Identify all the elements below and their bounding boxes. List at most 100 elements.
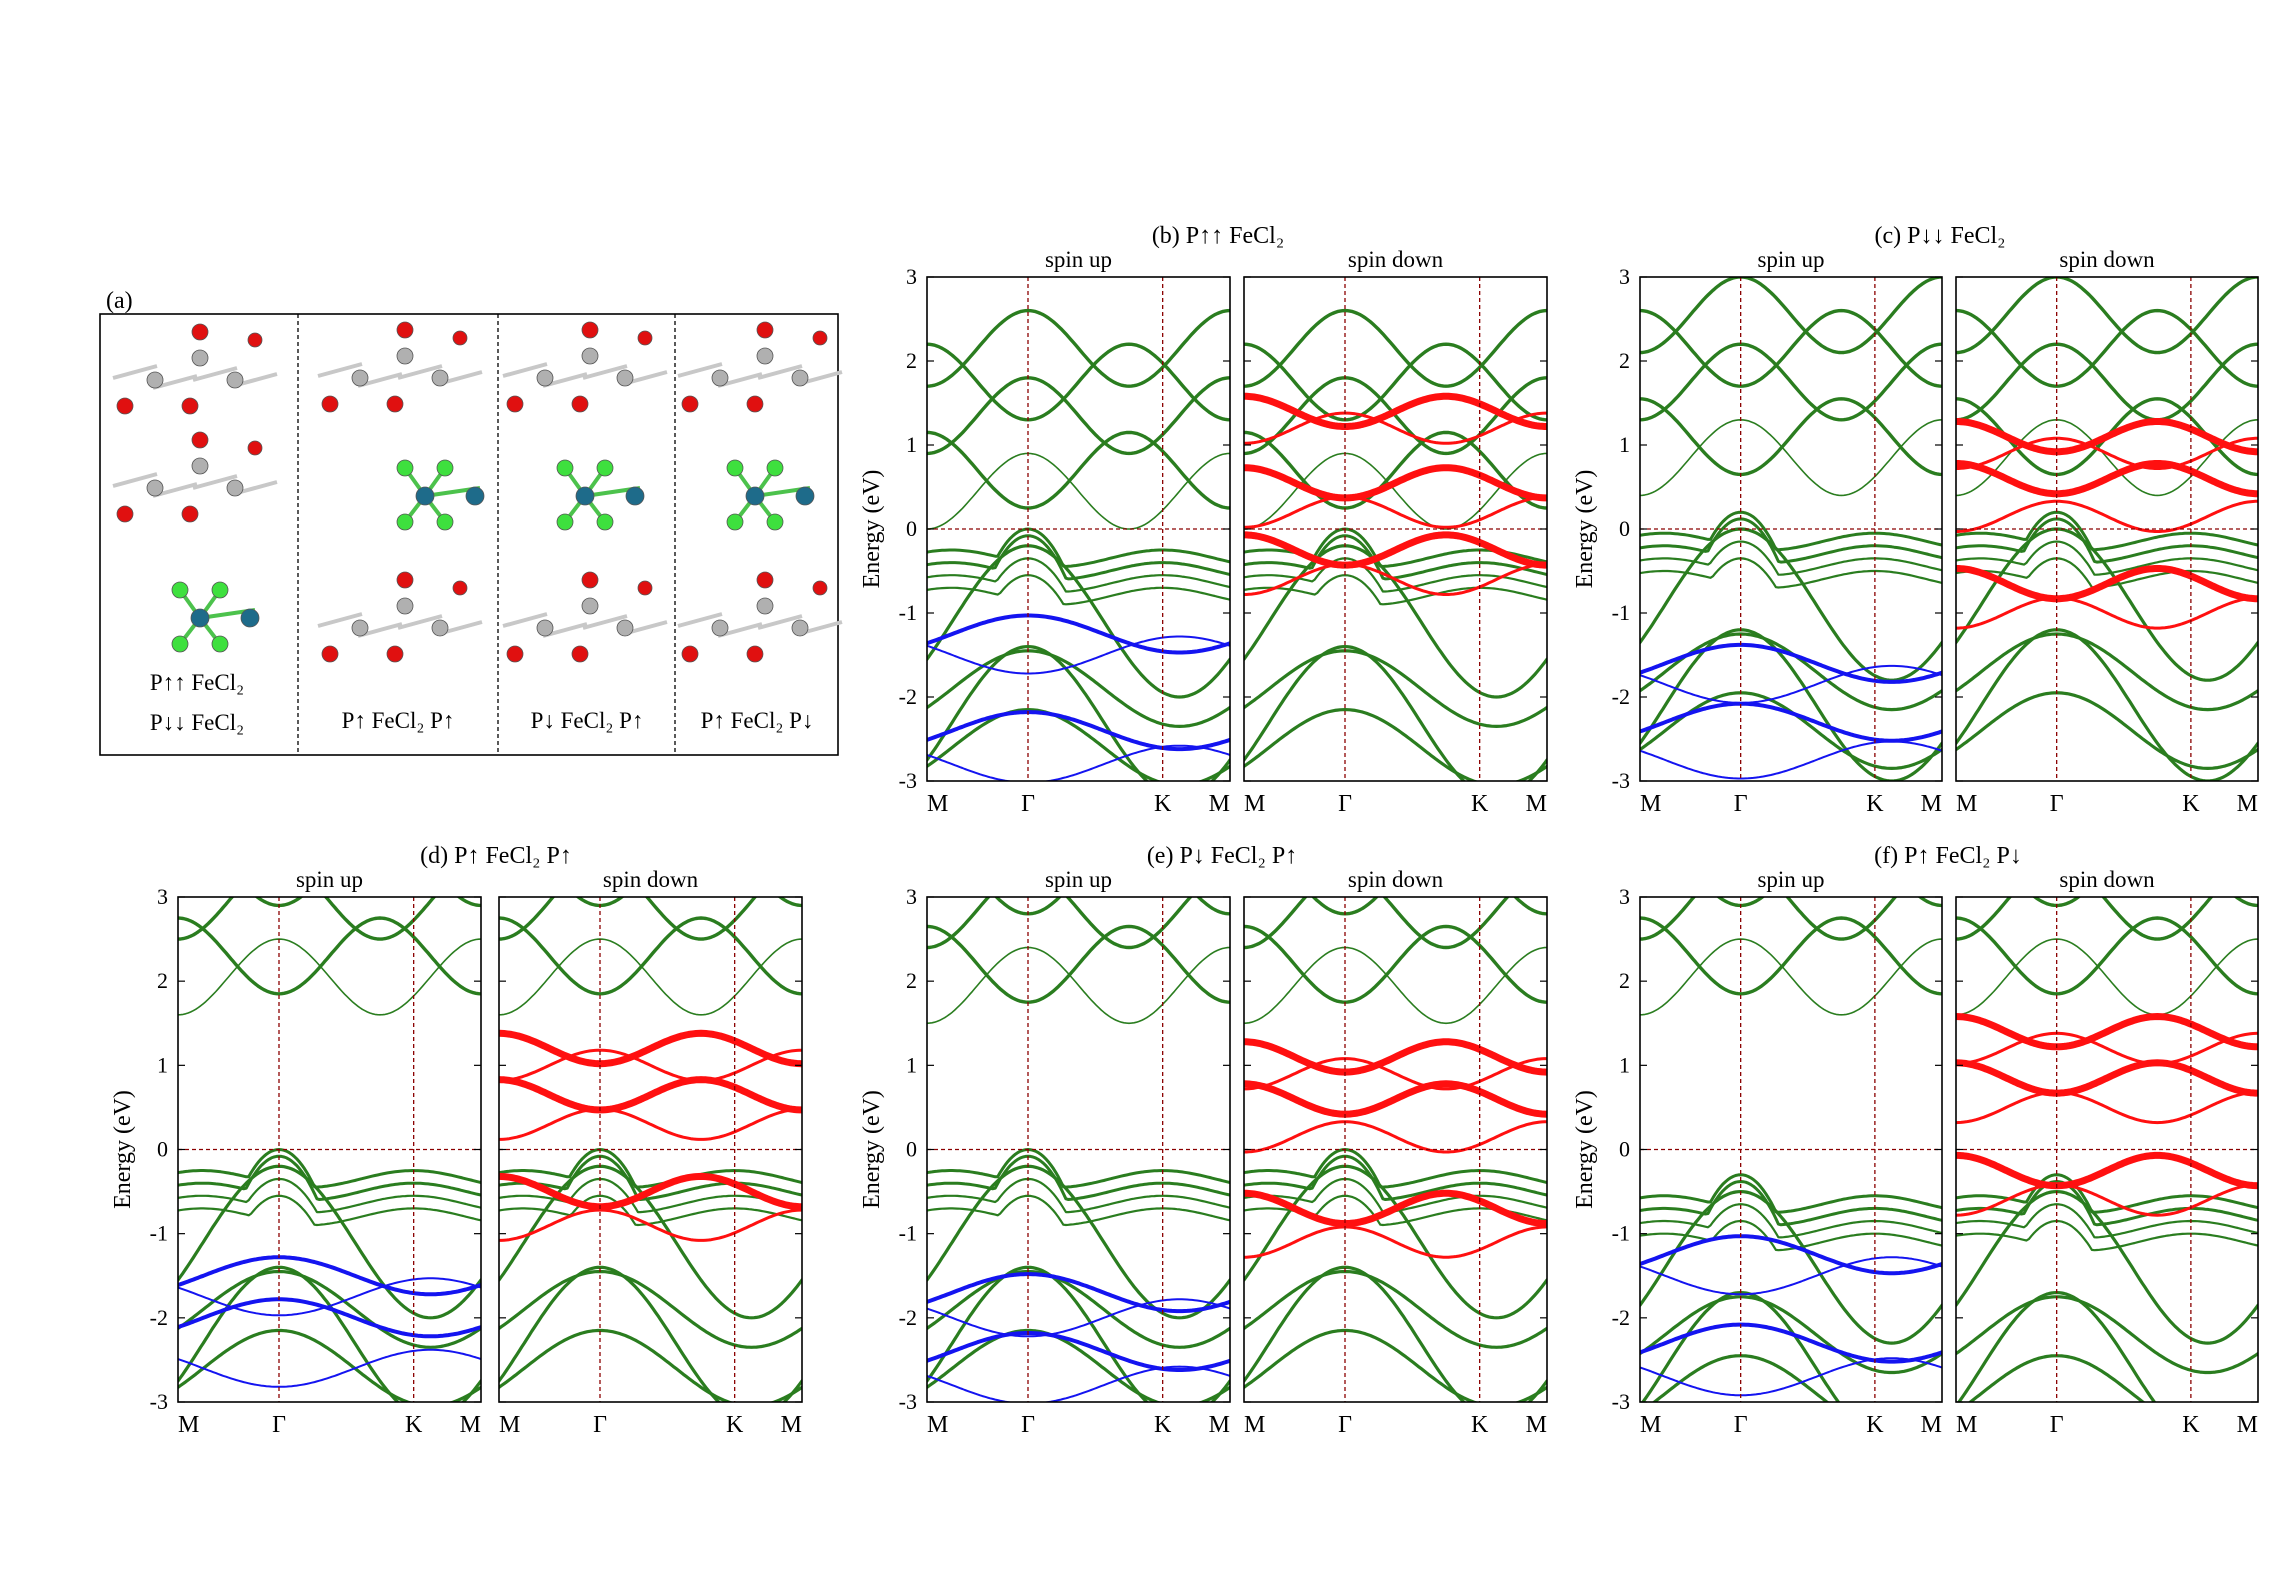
x-tick-label: Γ <box>1338 1412 1352 1438</box>
oxygen-atom <box>116 505 134 523</box>
conduction-band <box>927 430 1230 510</box>
conduction-band <box>178 938 481 1016</box>
deep-valence-band <box>927 1328 1230 1402</box>
bond <box>677 612 723 628</box>
bands <box>1640 897 1942 1402</box>
y-tick-label: -2 <box>1612 1305 1630 1330</box>
organic-molecule <box>502 362 668 388</box>
fe-state-band <box>1244 1120 1547 1154</box>
y-axis-label-c: Energy (eV) <box>1572 470 1598 589</box>
subplot-title: spin up <box>1045 867 1112 892</box>
valence-band <box>1640 1203 1942 1239</box>
fe-state-band <box>1956 499 2258 533</box>
y-tick-label: -1 <box>150 1221 168 1246</box>
conduction-band <box>1956 419 2258 497</box>
chart-title-b: (b) P↑↑ FeCl₂ <box>1152 223 1284 249</box>
deep-valence-band <box>1640 632 1942 712</box>
carbon-atom <box>191 457 209 475</box>
conduction-band <box>1244 376 1547 456</box>
oxygen-atom <box>116 397 134 415</box>
deep-valence-band <box>1956 1190 2258 1345</box>
deep-valence-band <box>178 1328 481 1402</box>
x-tick-label: Γ <box>272 1412 286 1438</box>
bands <box>1244 308 1547 781</box>
deep-valence-band <box>927 1164 1230 1320</box>
conduction-band <box>1244 430 1547 510</box>
y-tick-label: 2 <box>906 968 917 993</box>
iron-atom <box>625 486 645 506</box>
p-state-band <box>1640 1256 1942 1296</box>
subplot-title: spin up <box>1757 867 1824 892</box>
conduction-band <box>1244 897 1510 950</box>
bond <box>112 364 158 380</box>
conduction-band <box>1244 308 1547 388</box>
conduction-band <box>1640 397 1942 477</box>
bond <box>757 614 803 630</box>
valence-band <box>178 1148 481 1189</box>
carbon-atom <box>756 347 774 365</box>
deep-valence-band <box>927 645 1230 781</box>
chlorine-atom <box>396 459 414 477</box>
deep-valence-band <box>499 1328 802 1402</box>
p-state-band <box>927 1331 1230 1372</box>
conduction-band <box>1640 277 1942 355</box>
carbon-atom <box>791 619 809 637</box>
oxygen-atom <box>571 645 589 663</box>
subplot-title: spin up <box>1045 247 1112 272</box>
p-state-band <box>178 1348 481 1388</box>
deep-valence-band <box>1244 1265 1547 1402</box>
y-tick-label: 3 <box>1619 264 1630 289</box>
deep-valence-band <box>927 544 1230 699</box>
x-tick-label: M <box>1640 1412 1661 1438</box>
chlorine-atom <box>726 459 744 477</box>
deep-valence-band <box>1956 628 2258 781</box>
x-tick-label: M <box>1921 1412 1942 1438</box>
deep-valence-band <box>1244 649 1547 728</box>
valence-band <box>1956 1180 2258 1227</box>
y-axis-label-d: Energy (eV) <box>110 1090 136 1209</box>
x-tick-label: Γ <box>2050 791 2064 817</box>
y-tick-label: 1 <box>157 1052 168 1077</box>
bond <box>112 472 158 488</box>
valence-band <box>1640 1180 1942 1227</box>
carbon-atom <box>396 597 414 615</box>
conduction-band <box>927 946 1230 1025</box>
chart-title-d: (d) P↑ FeCl₂ P↑ <box>420 843 572 869</box>
bond <box>582 364 628 380</box>
deep-valence-band <box>1244 1269 1547 1349</box>
oxygen-atom <box>452 580 468 596</box>
formula-label: P↑ FeCl₂ P↓ <box>701 708 814 733</box>
fe-state-band <box>499 1107 802 1141</box>
oxygen-atom <box>191 431 209 449</box>
structure-panel-label: (a) <box>106 288 133 314</box>
chlorine-atom <box>436 513 454 531</box>
bands <box>499 897 802 1402</box>
conduction-band <box>927 452 1230 530</box>
bond <box>192 366 238 382</box>
valence-band <box>178 1154 481 1201</box>
deep-valence-band <box>1956 691 2258 770</box>
deep-valence-band <box>1651 1354 1830 1402</box>
formula-label: P↓ FeCl₂ P↑ <box>531 708 644 733</box>
oxygen-atom <box>396 571 414 589</box>
p-state-band <box>927 1272 1230 1314</box>
oxygen-atom <box>681 645 699 663</box>
organic-molecule <box>112 364 278 390</box>
valence-band <box>1244 534 1547 581</box>
valence-band <box>1244 574 1547 606</box>
p-state-band <box>178 1277 481 1317</box>
carbon-atom <box>581 347 599 365</box>
y-tick-label: 0 <box>906 516 917 541</box>
valence-band <box>1956 510 2258 552</box>
y-tick-label: -3 <box>899 768 917 793</box>
formula-label: P↑↑ FeCl₂ <box>150 670 244 695</box>
oxygen-atom <box>746 645 764 663</box>
carbon-atom <box>351 619 369 637</box>
fe-state-band <box>499 1029 802 1068</box>
bond <box>582 614 628 630</box>
oxygen-atom <box>181 505 199 523</box>
